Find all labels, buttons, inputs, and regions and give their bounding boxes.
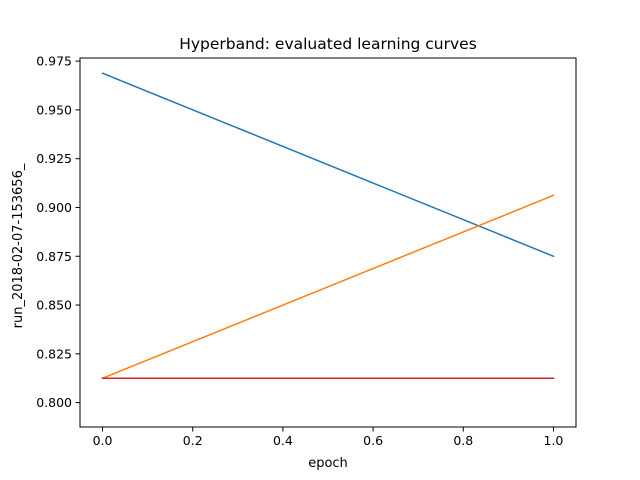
y-axis-label: run_2018-02-07-153656_ — [11, 163, 26, 328]
x-axis: 0.0 0.2 0.4 0.6 0.8 1.0 — [93, 427, 564, 448]
axes-frame — [79, 57, 577, 428]
y-tick-label: 0.900 — [36, 200, 72, 215]
series-line-2 — [101, 194, 555, 380]
y-tick-label: 0.800 — [36, 395, 72, 410]
x-axis-label: epoch — [308, 456, 348, 471]
x-tick-label: 1.0 — [544, 433, 564, 448]
y-tick-label: 0.875 — [36, 249, 72, 264]
y-tick-label: 0.825 — [36, 346, 72, 361]
series-layer — [101, 72, 555, 380]
x-tick-label: 0.6 — [363, 433, 383, 448]
x-tick-label: 0.8 — [453, 433, 473, 448]
chart-title: Hyperband: evaluated learning curves — [179, 35, 477, 53]
x-tick-label: 0.0 — [93, 433, 113, 448]
y-tick-label: 0.975 — [36, 54, 72, 69]
y-tick-label: 0.850 — [36, 298, 72, 313]
x-tick-label: 0.2 — [183, 433, 203, 448]
x-tick-label: 0.4 — [273, 433, 293, 448]
y-axis: 0.800 0.825 0.850 0.875 0.900 0.925 0.950 0.975 — [36, 54, 80, 410]
y-tick-label: 0.950 — [36, 102, 72, 117]
y-tick-label: 0.925 — [36, 151, 72, 166]
